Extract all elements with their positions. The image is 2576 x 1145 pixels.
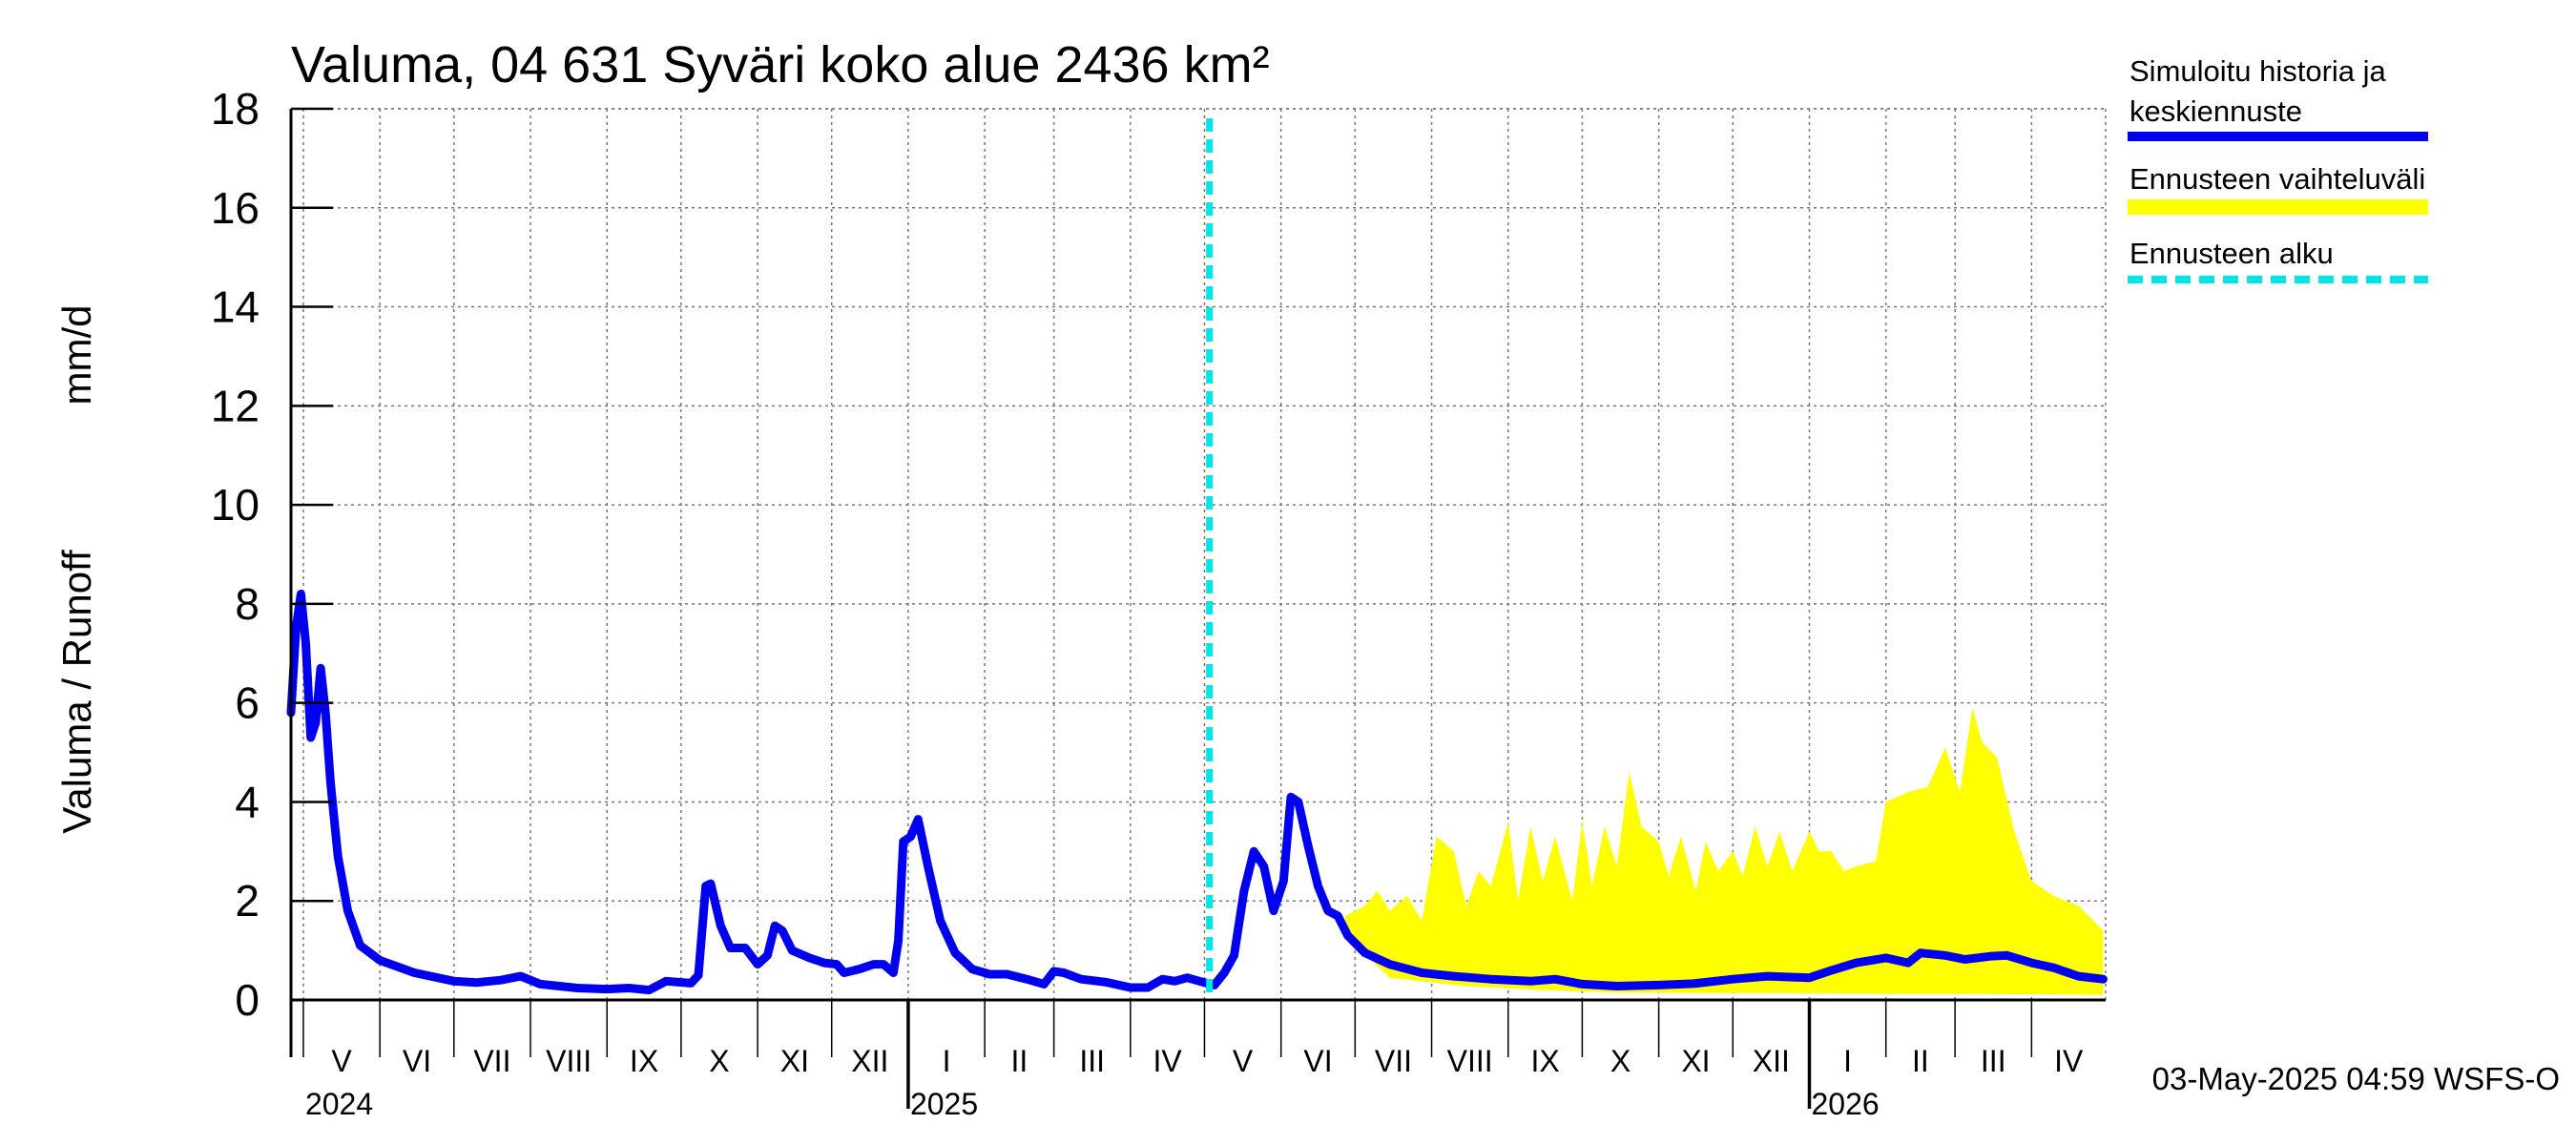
y-tick-label: 6 <box>235 678 260 728</box>
year-label: 2024 <box>305 1087 373 1121</box>
footer-timestamp: 03-May-2025 04:59 WSFS-O <box>2152 1061 2560 1096</box>
y-tick-label: 10 <box>211 480 260 530</box>
month-label: VII <box>473 1044 510 1078</box>
grid-lines <box>291 108 2107 1000</box>
y-tick-label: 0 <box>235 975 260 1025</box>
month-label: IV <box>2054 1044 2084 1078</box>
y-tick-label: 14 <box>211 282 260 332</box>
y-tick-label: 18 <box>211 84 260 134</box>
month-label: VII <box>1375 1044 1412 1078</box>
forecast-range-area <box>1345 707 2104 995</box>
month-label: X <box>1610 1044 1631 1078</box>
month-label: III <box>1981 1044 2006 1078</box>
month-label: VI <box>403 1044 431 1078</box>
month-label: I <box>1843 1044 1852 1078</box>
month-label: XI <box>1681 1044 1710 1078</box>
month-label: V <box>1233 1044 1254 1078</box>
month-label: I <box>943 1044 951 1078</box>
y-axis-tick-labels: 0 2 4 6 8 10 12 14 16 18 <box>211 84 260 1025</box>
month-label: XII <box>851 1044 888 1078</box>
y-axis-label-right: mm/d <box>54 305 99 406</box>
legend-line-label-1: Simuloitu historia ja <box>2129 54 2387 88</box>
year-label: 2025 <box>910 1087 978 1121</box>
y-axis-label-left: Valuma / Runoff <box>54 550 99 834</box>
y-tick-label: 16 <box>211 183 260 233</box>
legend: Simuloitu historia ja keskiennuste Ennus… <box>2128 54 2428 283</box>
legend-line-label-2: keskiennuste <box>2129 94 2302 128</box>
month-label: VIII <box>1447 1044 1493 1078</box>
month-label: VIII <box>546 1044 592 1078</box>
month-label: XII <box>1753 1044 1790 1078</box>
month-label: IX <box>1530 1044 1559 1078</box>
simulated-line-group <box>286 590 2108 995</box>
x-axis-labels: V VI VII VIII IX X XI XII I II III IV V VI VII VIII IX X X… <box>305 1044 2084 1121</box>
simulated-line <box>286 590 2108 995</box>
chart-title: Valuma, 04 631 Syväri koko alue 2436 km² <box>291 36 1270 94</box>
axes <box>289 107 2106 1109</box>
y-tick-label: 12 <box>211 381 260 430</box>
month-label: V <box>331 1044 352 1078</box>
month-label: VI <box>1303 1044 1332 1078</box>
month-label: IX <box>630 1044 658 1078</box>
month-label: II <box>1912 1044 1929 1078</box>
y-tick-label: 4 <box>235 777 260 826</box>
legend-vline-label: Ennusteen alku <box>2129 237 2334 270</box>
y-tick-label: 2 <box>235 876 260 926</box>
y-tick-label: 8 <box>235 579 260 629</box>
month-label: XI <box>780 1044 809 1078</box>
month-label: X <box>709 1044 729 1078</box>
month-label: II <box>1010 1044 1028 1078</box>
month-label: IV <box>1153 1044 1183 1078</box>
year-label: 2026 <box>1811 1087 1879 1121</box>
month-label: III <box>1079 1044 1105 1078</box>
legend-band-label: Ennusteen vaihteluväli <box>2129 162 2425 196</box>
forecast-band <box>1345 707 2104 995</box>
